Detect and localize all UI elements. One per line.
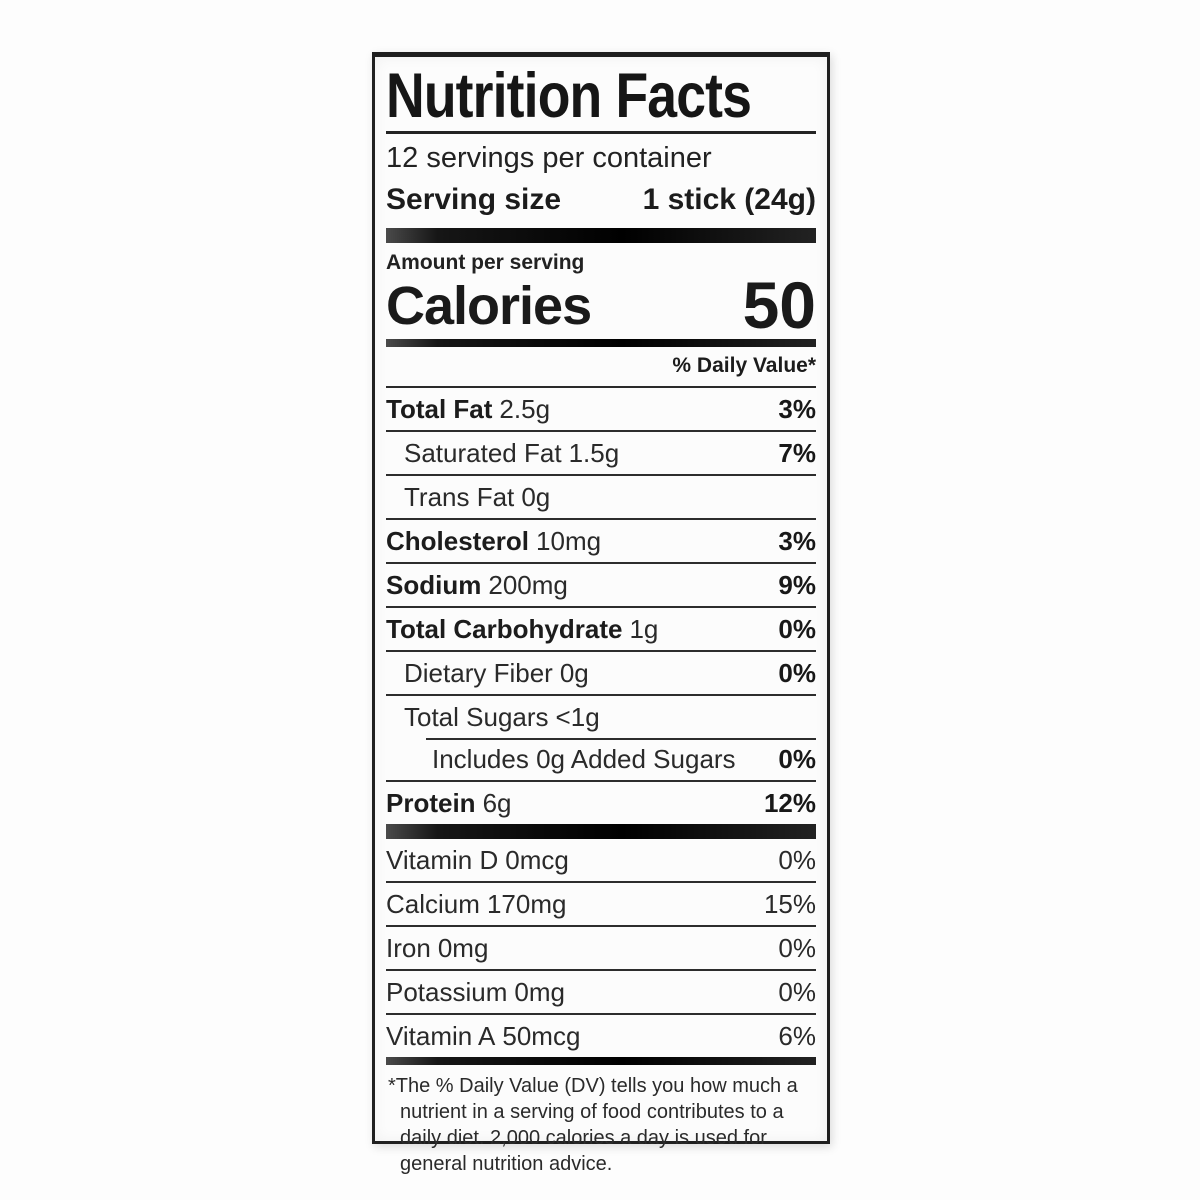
calories-label: Calories	[386, 276, 592, 336]
nutrient-amount: 2.5g	[499, 394, 551, 424]
nutrient-name: Total Sugars	[404, 702, 549, 732]
nutrient-name: Protein	[386, 788, 476, 818]
nutrient-amount: 1g	[629, 614, 659, 644]
nutrient-dv: 12%	[763, 788, 816, 818]
panel-title-text: Nutrition Facts	[386, 61, 752, 131]
vitamin-rows: Vitamin D 0mcg 0% Calcium 170mg 15% Iron…	[386, 839, 816, 1057]
nutrient-amount: 0g	[559, 658, 589, 688]
calories-row: Calories 50	[386, 268, 816, 342]
row-vitamin-a: Vitamin A 50mcg 6%	[386, 1013, 816, 1057]
amount-per-serving-label: Amount per serving	[386, 251, 585, 274]
nutrient-dv: 3%	[778, 394, 816, 424]
nutrient-amount: 0g	[521, 482, 551, 512]
nutrient-dv: 7%	[778, 438, 816, 468]
vitamin-name: Iron	[386, 933, 431, 963]
row-iron: Iron 0mg 0%	[386, 925, 816, 969]
row-saturated-fat: Saturated Fat 1.5g 7%	[386, 430, 816, 474]
vitamin-amount: 50mcg	[502, 1021, 581, 1051]
nutrient-dv: 9%	[778, 570, 816, 600]
nutrition-facts-panel: Nutrition Facts 12 servings per containe…	[372, 52, 830, 1175]
row-vitamin-d: Vitamin D 0mcg 0%	[386, 839, 816, 881]
row-sodium: Sodium 200mg 9%	[386, 562, 816, 606]
vitamin-amount: 0mg	[437, 933, 489, 963]
nutrient-amount: <1g	[555, 702, 600, 732]
section-bar-thick-top	[386, 228, 816, 243]
section-bar-medium	[386, 339, 816, 347]
nutrient-dv: 0%	[778, 614, 816, 644]
vitamin-amount: 170mg	[486, 889, 567, 919]
servings-per-container: 12 servings per container	[386, 142, 712, 174]
vitamin-name: Potassium	[386, 977, 508, 1007]
vitamin-dv: 0%	[778, 933, 816, 963]
nutrient-amount: 200mg	[488, 570, 568, 600]
vitamin-dv: 0%	[778, 977, 816, 1007]
nutrient-rows: Total Fat 2.5g 3% Saturated Fat 1.5g 7% …	[386, 388, 816, 824]
nutrient-amount: 6g	[482, 788, 512, 818]
vitamin-dv: 6%	[778, 1021, 816, 1051]
vitamin-name: Vitamin D	[386, 845, 499, 875]
row-total-fat: Total Fat 2.5g 3%	[386, 388, 816, 430]
section-bar-thick-bottom	[386, 824, 816, 839]
nutrient-dv: 0%	[778, 658, 816, 688]
row-cholesterol: Cholesterol 10mg 3%	[386, 518, 816, 562]
vitamin-amount: 0mg	[514, 977, 565, 1007]
nutrient-amount: 1.5g	[568, 438, 620, 468]
section-bar-footer	[386, 1057, 816, 1065]
row-potassium: Potassium 0mg 0%	[386, 969, 816, 1013]
vitamin-name: Vitamin A	[386, 1021, 496, 1051]
nutrient-name: Total Fat	[386, 394, 493, 424]
vitamin-amount: 0mcg	[505, 845, 569, 875]
nutrient-name: Sodium	[386, 570, 482, 600]
row-protein: Protein 6g 12%	[386, 780, 816, 824]
serving-size-value: 1 stick (24g)	[642, 183, 816, 216]
nutrient-dv: 0%	[778, 744, 816, 774]
vitamin-dv: 15%	[763, 889, 816, 919]
nutrient-name: Total Carbohydrate	[386, 614, 623, 644]
vitamin-name: Calcium	[386, 889, 480, 919]
row-trans-fat: Trans Fat 0g	[386, 474, 816, 518]
row-dietary-fiber: Dietary Fiber 0g 0%	[386, 650, 816, 694]
nutrient-amount: 10mg	[536, 526, 602, 556]
panel-title: Nutrition Facts	[386, 61, 816, 131]
row-added-sugars: Includes 0g Added Sugars 0%	[386, 738, 816, 780]
nutrient-name: Trans Fat	[404, 482, 515, 512]
daily-value-footnote: *The % Daily Value (DV) tells you how mu…	[388, 1075, 798, 1175]
divider-under-title	[386, 131, 816, 134]
daily-value-header: % Daily Value*	[386, 347, 816, 388]
serving-size-label: Serving size	[386, 183, 562, 216]
vitamin-dv: 0%	[778, 845, 816, 875]
nutrient-name: Dietary Fiber	[404, 658, 553, 688]
calories-value: 50	[742, 268, 816, 342]
nutrient-dv: 3%	[778, 526, 816, 556]
row-total-sugars: Total Sugars <1g	[386, 694, 816, 738]
nutrient-name: Saturated Fat	[404, 438, 562, 468]
nutrient-name: Cholesterol	[386, 526, 530, 556]
nutrient-name: Includes 0g Added Sugars	[432, 744, 736, 774]
row-total-carbohydrate: Total Carbohydrate 1g 0%	[386, 606, 816, 650]
serving-size-row: Serving size 1 stick (24g)	[386, 180, 816, 228]
row-calcium: Calcium 170mg 15%	[386, 881, 816, 925]
